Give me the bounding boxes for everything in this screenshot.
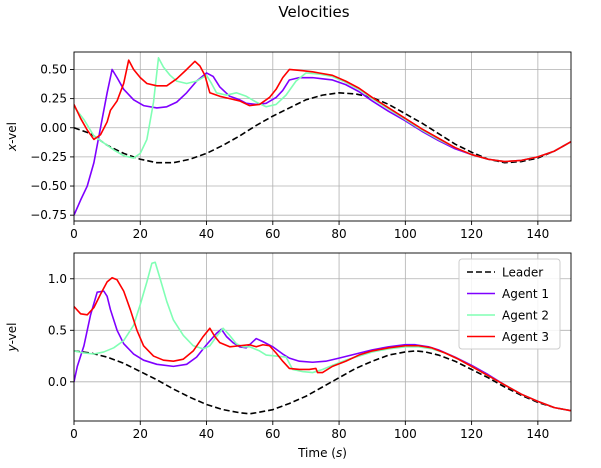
x-tick-label: 20	[133, 227, 148, 241]
x-tick-label: 60	[265, 427, 280, 441]
series-line-agent-3	[74, 276, 571, 412]
legend-label: Agent 2	[502, 309, 549, 323]
y-tick-label: 0.5	[48, 323, 67, 337]
figure-title: Velocities	[278, 3, 349, 21]
x-tick-label: 60	[265, 227, 280, 241]
x-tick-label: 0	[70, 227, 78, 241]
x-tick-label: 100	[394, 227, 417, 241]
legend-box	[458, 258, 561, 350]
y-tick-label: 0.50	[40, 62, 67, 76]
x-axis-label: Time (s)	[297, 446, 347, 460]
x-tick-label: 40	[199, 227, 214, 241]
y-tick-label: −0.75	[30, 208, 67, 222]
y-tick-label: 1.0	[48, 272, 67, 286]
series-line-agent-1	[74, 68, 571, 216]
x-tick-label: 100	[394, 427, 417, 441]
x-tick-label: 80	[331, 227, 346, 241]
x-tick-label: 140	[526, 227, 549, 241]
y-axis-label: x-vel	[5, 122, 19, 152]
series-line-leader	[74, 350, 571, 415]
y-tick-label: 0.25	[40, 92, 67, 106]
y-tick-label: 0.00	[40, 121, 67, 135]
x-tick-label: 20	[133, 427, 148, 441]
plot-frame	[73, 51, 572, 222]
x-tick-label: 80	[331, 427, 346, 441]
y-tick-label: 0.0	[48, 375, 67, 389]
x-tick-label: 120	[460, 427, 483, 441]
y-axis-label: y-vel	[5, 323, 19, 353]
plot-frame	[73, 252, 572, 422]
legend-label: Agent 1	[502, 287, 549, 301]
series-line-agent-3	[74, 59, 571, 163]
x-velocity-panel: 0 20 40 60 80 100 120 140 −0.75 −0.50 −0.25 0.00 0.2…	[5, 51, 572, 241]
legend-label: Agent 3	[502, 330, 549, 344]
legend: Leader Agent 1 Agent 2 Agent 3	[458, 258, 561, 350]
x-tick-label: 40	[199, 427, 214, 441]
x-tick-label: 140	[526, 427, 549, 441]
legend-label: Leader	[502, 266, 543, 280]
y-tick-label: −0.50	[30, 179, 67, 193]
x-tick-label: 0	[70, 427, 78, 441]
x-tick-label: 120	[460, 227, 483, 241]
y-tick-label: −0.25	[30, 150, 67, 164]
y-velocity-panel: 0 20 40 60 80 100 120 140 0.0 0.5 1.0 y-vel Time (s)…	[5, 252, 572, 460]
